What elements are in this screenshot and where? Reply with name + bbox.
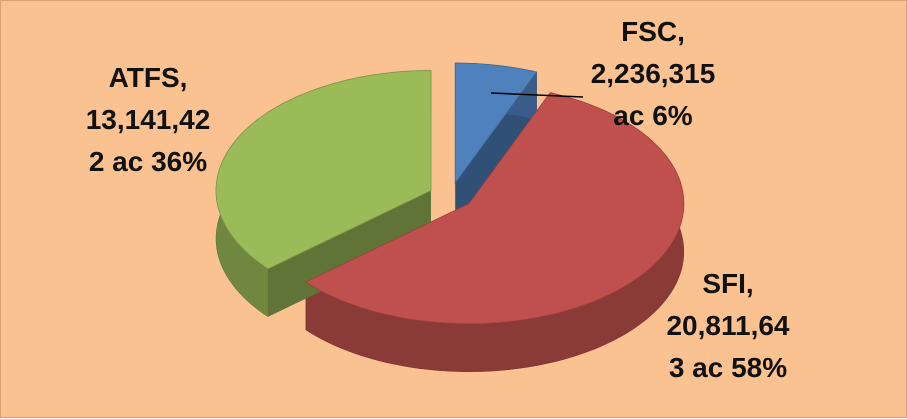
value-label: 20,811,643 ac 58% <box>666 310 790 383</box>
slice-top <box>215 70 432 270</box>
slice-wall <box>268 190 431 317</box>
category-label: ATFS <box>109 62 188 93</box>
slice-top <box>305 92 685 325</box>
slice-top <box>454 62 538 185</box>
value-label: 13,141,422 ac 36% <box>85 104 211 177</box>
data-label: FSC 2,236,315 ac 6% <box>586 11 720 137</box>
data-label: ATFS 13,141,422 ac 36% <box>81 57 215 183</box>
leader-line <box>490 92 584 98</box>
data-label: SFI 20,811,643 ac 58% <box>661 263 795 389</box>
value-label: 2,236,315 ac 6% <box>590 58 716 131</box>
category-label: SFI <box>702 268 753 299</box>
category-label: FSC <box>621 16 685 47</box>
